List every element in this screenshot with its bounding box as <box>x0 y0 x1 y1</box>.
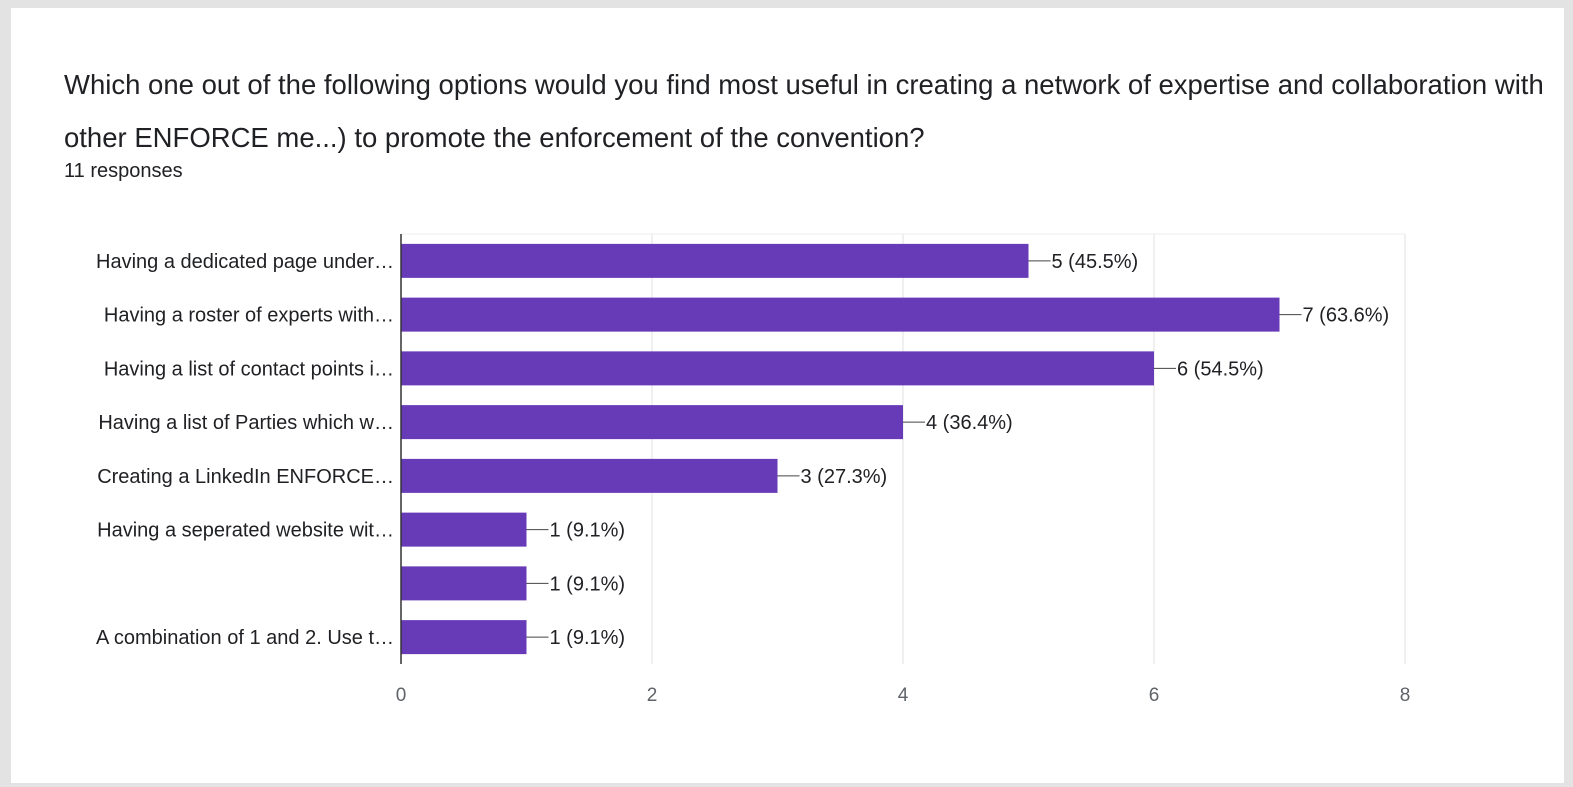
value-label: 7 (63.6%) <box>1303 305 1390 327</box>
value-label: 1 (9.1%) <box>550 627 626 649</box>
bar <box>401 566 527 601</box>
chart-card: Which one out of the following options w… <box>11 8 1564 783</box>
value-label: 4 (36.4%) <box>926 412 1013 434</box>
x-tick-label: 0 <box>396 685 407 706</box>
bar <box>401 243 1029 278</box>
bar-chart: 0 2 4 6 8 5 (45.5%) Having a dedicated page un… <box>96 233 1411 706</box>
category-label: Having a seperated website wit… <box>97 520 394 542</box>
value-label: 1 (9.1%) <box>550 520 626 542</box>
question-title: Which one out of the following options w… <box>64 69 1544 153</box>
value-label: 6 (54.5%) <box>1177 358 1264 380</box>
bar <box>401 512 527 547</box>
bar <box>401 458 778 493</box>
x-tick-label: 4 <box>898 685 909 706</box>
category-label: Having a list of Parties which w… <box>98 412 394 434</box>
category-label: Having a dedicated page under… <box>96 251 394 273</box>
x-tick-label: 2 <box>647 685 658 706</box>
x-tick-label: 6 <box>1149 685 1160 706</box>
category-label: Having a roster of experts with… <box>104 305 394 327</box>
bar <box>401 297 1280 332</box>
bar <box>401 620 527 655</box>
response-count: 11 responses <box>64 160 183 182</box>
category-label: A combination of 1 and 2. Use t… <box>96 627 394 649</box>
category-label: Creating a LinkedIn ENFORCE… <box>97 466 394 488</box>
value-label: 5 (45.5%) <box>1052 251 1139 273</box>
value-label: 1 (9.1%) <box>550 573 626 595</box>
x-tick-label: 8 <box>1400 685 1411 706</box>
bar <box>401 405 903 440</box>
bar <box>401 351 1154 386</box>
value-label: 3 (27.3%) <box>801 466 888 488</box>
category-label: Having a list of contact points i… <box>104 358 394 380</box>
